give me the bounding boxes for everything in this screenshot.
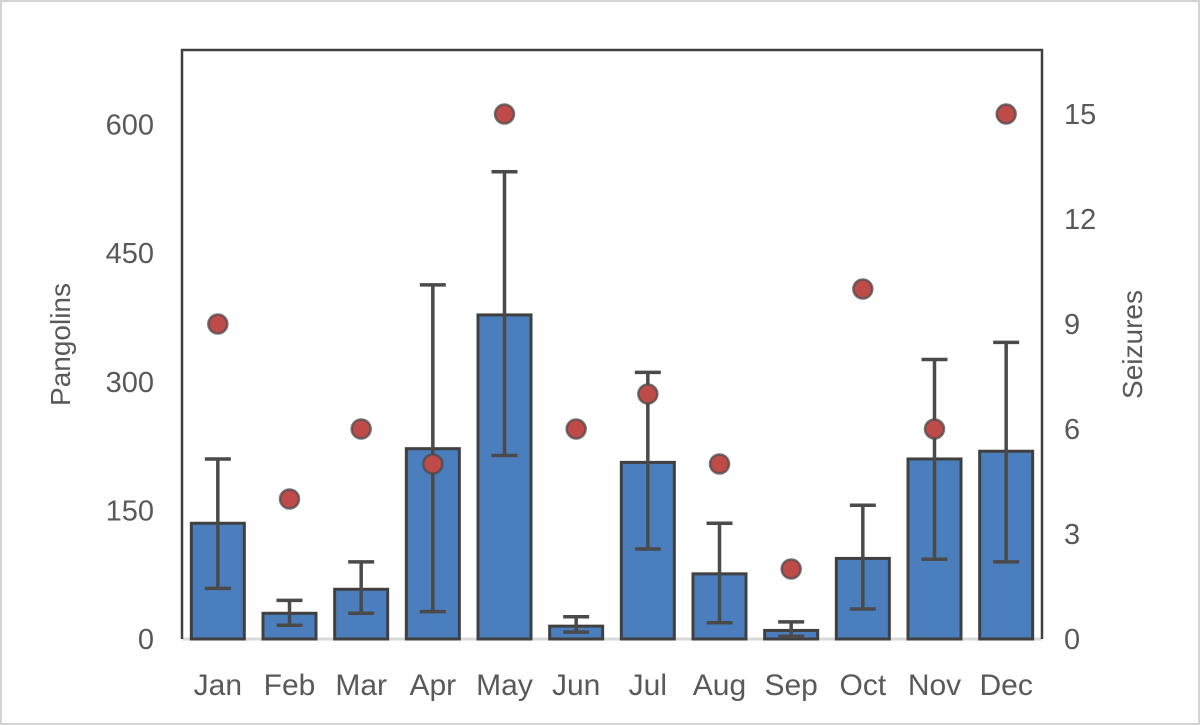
error-bar-Nov xyxy=(921,357,948,562)
error-bars xyxy=(204,169,1020,639)
error-bar-Jan xyxy=(204,457,231,591)
seizure-point-Aug xyxy=(708,453,731,475)
left-axis-title: Pangolins xyxy=(45,283,76,406)
x-tick-label-Dec: Dec xyxy=(979,669,1032,702)
seizure-point-May xyxy=(493,103,516,125)
seizure-point-Nov xyxy=(923,418,946,440)
x-tick-label-Feb: Feb xyxy=(264,669,316,702)
error-bar-Mar xyxy=(348,560,375,616)
error-bar-Oct xyxy=(849,503,876,611)
right-tick-label-15: 15 xyxy=(1064,99,1096,131)
x-tick-label-Apr: Apr xyxy=(409,669,456,702)
seizure-point-Jan xyxy=(207,313,229,335)
left-tick-label-450: 450 xyxy=(106,238,154,270)
right-tick-label-9: 9 xyxy=(1064,309,1080,341)
seizure-point-Feb xyxy=(278,488,301,510)
x-tick-label-Nov: Nov xyxy=(908,669,961,702)
x-tick-label-Sep: Sep xyxy=(764,669,817,702)
seizure-point-Dec xyxy=(995,103,1017,125)
plot-frame xyxy=(180,48,1044,641)
seizure-point-Jun xyxy=(565,418,587,440)
seizure-point-Oct xyxy=(852,278,874,300)
right-tick-label-12: 12 xyxy=(1064,204,1096,236)
right-axis-title: Seizures xyxy=(1117,290,1148,399)
x-tick-label-Aug: Aug xyxy=(693,669,746,702)
x-tick-label-Jul: Jul xyxy=(629,669,667,702)
left-tick-label-600: 600 xyxy=(106,110,154,142)
right-tick-label-3: 3 xyxy=(1064,519,1080,551)
left-tick-label-150: 150 xyxy=(106,495,154,527)
error-bar-Sep xyxy=(778,620,805,639)
error-bar-Jun xyxy=(563,614,590,634)
x-tick-label-Oct: Oct xyxy=(839,669,886,702)
x-tick-label-Jan: Jan xyxy=(194,669,242,702)
right-tick-label-0: 0 xyxy=(1064,624,1080,656)
x-tick-label-Mar: Mar xyxy=(335,669,387,702)
left-tick-label-0: 0 xyxy=(138,624,154,656)
x-tick-label-Jun: Jun xyxy=(552,669,600,702)
scatter-series xyxy=(207,103,1017,580)
plot-border xyxy=(180,48,1044,639)
right-tick-label-6: 6 xyxy=(1064,414,1080,446)
error-bar-Apr xyxy=(419,283,446,614)
seizure-point-Jul xyxy=(637,383,659,405)
error-bar-May xyxy=(491,169,518,458)
seizure-point-Sep xyxy=(780,558,802,580)
bar-series xyxy=(189,313,1035,641)
seizure-point-Apr xyxy=(422,453,444,475)
error-bar-Aug xyxy=(706,521,733,625)
left-tick-label-300: 300 xyxy=(106,367,154,399)
error-bar-Dec xyxy=(993,340,1020,564)
x-tick-label-May: May xyxy=(476,669,533,702)
error-bar-Feb xyxy=(276,598,303,628)
axis-tick-labels: Jan Feb Mar Apr May Jun Jul Aug Sep Oct Nov Dec0150… xyxy=(106,99,1097,702)
seizure-point-Mar xyxy=(350,418,372,440)
